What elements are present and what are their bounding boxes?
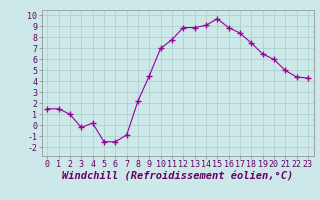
X-axis label: Windchill (Refroidissement éolien,°C): Windchill (Refroidissement éolien,°C) (62, 172, 293, 182)
